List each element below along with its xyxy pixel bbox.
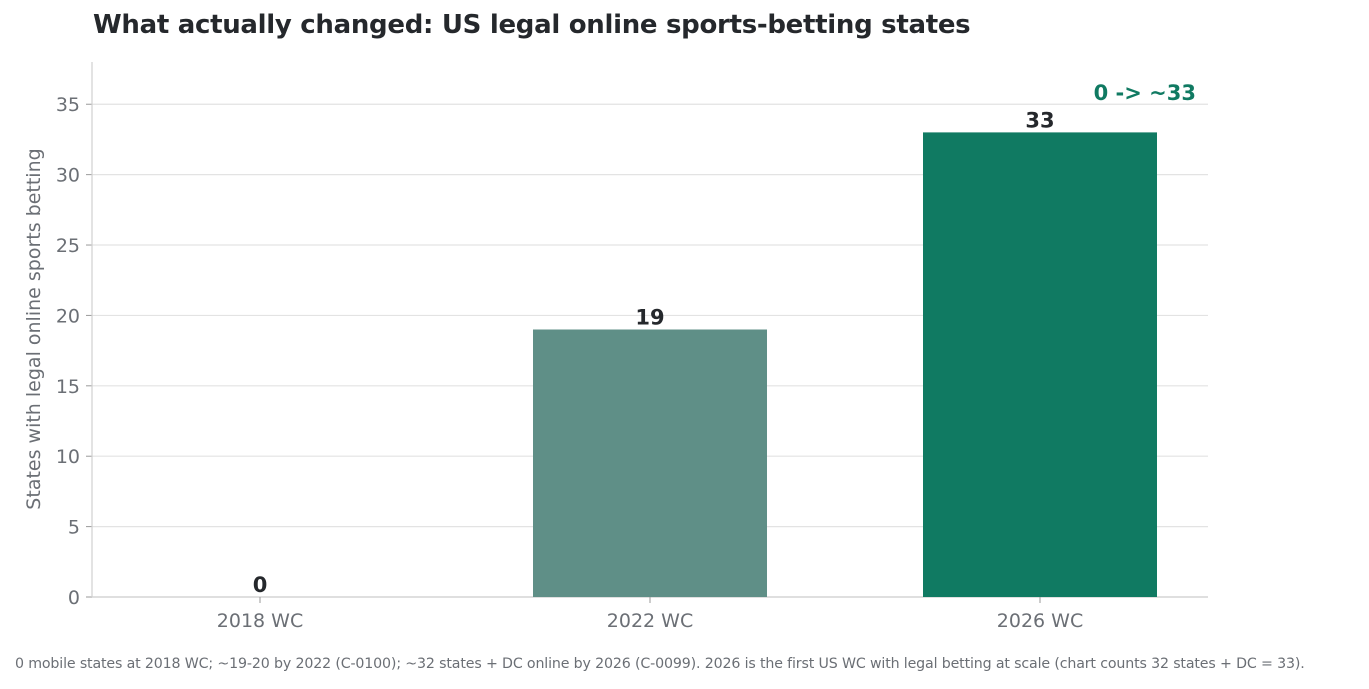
bar-value-label: 19 [635,306,664,330]
y-tick-label: 20 [56,305,80,327]
bars [533,132,1157,598]
chart-title: What actually changed: US legal online s… [93,10,971,40]
x-tick-label: 2018 WC [217,610,303,632]
footnote: 0 mobile states at 2018 WC; ~19-20 by 20… [15,656,1305,672]
data-labels: 0 19 33 [253,108,1055,597]
bar-value-label: 33 [1025,108,1054,132]
change-annotation: 0 -> ~33 [1094,81,1196,105]
x-tick-label: 2026 WC [997,610,1083,632]
axes: 0 5 10 15 20 25 30 35 2018 WC 2022 WC 2026 WC [56,62,1208,632]
bar [923,132,1157,598]
y-tick-label: 15 [56,376,80,398]
bar-value-label: 0 [253,573,268,597]
bar [533,329,767,597]
y-tick-label: 35 [56,94,80,116]
y-tick-label: 0 [68,587,80,609]
y-axis-label: States with legal online sports betting [23,148,45,509]
y-tick-label: 10 [56,446,80,468]
y-tick-label: 30 [56,165,80,187]
y-tick-label: 5 [68,517,80,539]
x-tick-label: 2022 WC [607,610,693,632]
y-tick-label: 25 [56,235,80,257]
